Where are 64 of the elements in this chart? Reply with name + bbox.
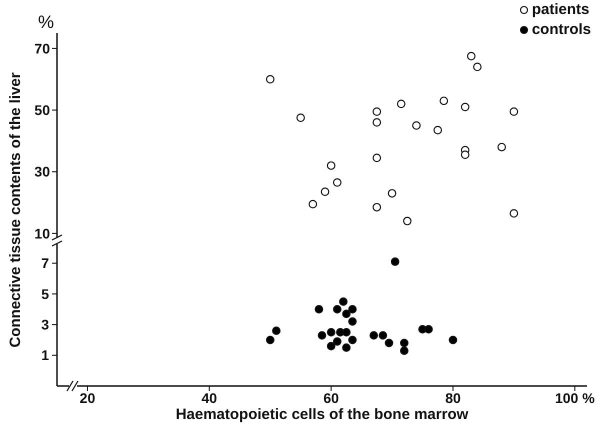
point <box>332 337 342 346</box>
point <box>510 107 518 116</box>
point <box>424 324 433 334</box>
y-tick-label: 70 <box>34 40 50 56</box>
point <box>473 62 482 72</box>
point <box>448 336 458 344</box>
point <box>339 297 348 306</box>
point <box>326 328 336 337</box>
point <box>348 305 357 314</box>
point <box>412 121 421 130</box>
point <box>467 52 476 60</box>
point <box>314 305 324 314</box>
point <box>296 114 305 122</box>
point <box>326 342 336 350</box>
x-tick-label: 100 % <box>554 390 596 406</box>
point <box>378 331 388 340</box>
point <box>460 150 470 160</box>
point <box>372 202 382 212</box>
point <box>348 317 357 326</box>
point <box>400 346 408 355</box>
point <box>342 328 351 337</box>
point <box>372 118 382 127</box>
point <box>440 96 448 106</box>
point <box>372 107 382 116</box>
y-axis-title: Connective tissue contents of the liver <box>7 72 24 348</box>
point <box>348 336 357 344</box>
point <box>332 178 342 187</box>
x-tick-label: 20 <box>80 390 96 406</box>
point <box>388 189 396 198</box>
text: % <box>38 12 54 32</box>
y2-tick-label: 1 <box>41 347 50 364</box>
y-tick-label: 10 <box>34 225 50 242</box>
point <box>384 338 394 348</box>
point <box>320 188 330 196</box>
legend-label: controls <box>532 20 591 40</box>
x-tick-label: 40 <box>202 390 218 406</box>
point <box>372 154 382 162</box>
point <box>332 305 342 314</box>
point <box>318 331 326 340</box>
point <box>326 161 336 170</box>
point <box>266 336 274 344</box>
point <box>433 126 442 134</box>
point <box>342 310 351 318</box>
point <box>460 102 470 112</box>
y-tick-label: 30 <box>34 164 50 180</box>
y2-tick-label: 7 <box>41 255 50 272</box>
point <box>266 74 274 84</box>
y2-tick-label: 5 <box>41 286 50 302</box>
y-tick-label: 50 <box>34 102 50 118</box>
point <box>272 326 281 335</box>
y2-tick-label: 3 <box>41 316 50 333</box>
legend-label: patients <box>532 0 590 20</box>
point <box>396 100 406 108</box>
x-axis-title: Haematopoietic cells of the bone marrow <box>174 406 470 423</box>
x-tick-label: 60 <box>323 390 340 406</box>
point <box>308 200 318 208</box>
x-tick-label: 80 <box>445 390 461 406</box>
point <box>510 209 518 218</box>
point <box>390 257 400 266</box>
point <box>403 216 412 226</box>
point <box>497 142 506 152</box>
point <box>400 338 408 348</box>
point <box>342 343 351 352</box>
point <box>370 331 378 340</box>
